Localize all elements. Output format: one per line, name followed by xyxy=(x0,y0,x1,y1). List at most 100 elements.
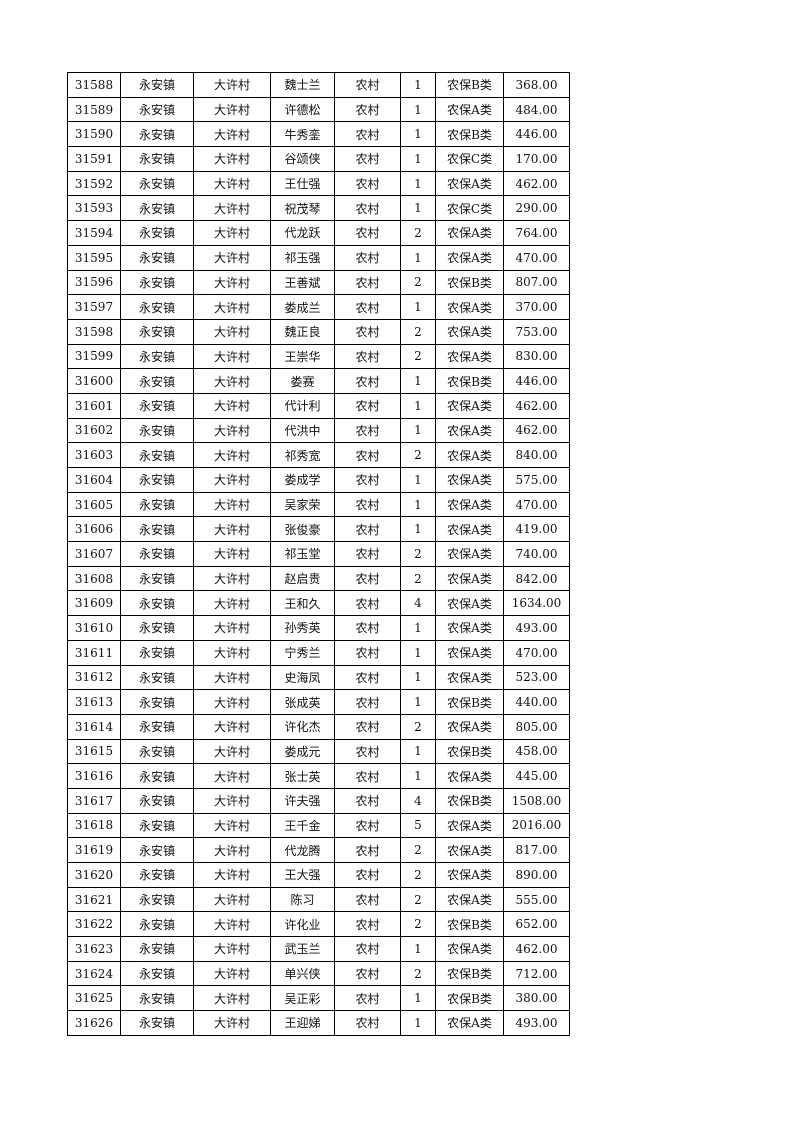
count-cell: 2 xyxy=(400,960,436,987)
count-cell: 2 xyxy=(400,862,436,888)
town-cell: 永安镇 xyxy=(120,541,194,567)
town-cell: 永安镇 xyxy=(120,936,194,962)
village-cell: 大许村 xyxy=(193,467,271,493)
household-type-cell: 农村 xyxy=(334,1010,401,1036)
category-cell: 农保A类 xyxy=(435,442,504,468)
town-cell: 永安镇 xyxy=(120,170,194,197)
town-cell: 永安镇 xyxy=(120,812,194,839)
town-cell: 永安镇 xyxy=(120,368,194,394)
count-cell: 1 xyxy=(400,392,436,419)
table-row: 31605 永安镇 大许村 吴家荣 农村 1 农保A类 470.00 xyxy=(67,491,570,518)
category-cell: 农保A类 xyxy=(435,886,504,913)
amount-cell: 419.00 xyxy=(503,516,570,543)
amount-cell: 462.00 xyxy=(503,170,570,197)
record-id-cell: 31608 xyxy=(67,565,121,592)
household-type-cell: 农村 xyxy=(334,639,401,666)
household-type-cell: 农村 xyxy=(334,738,401,765)
category-cell: 农保A类 xyxy=(435,220,504,246)
town-cell: 永安镇 xyxy=(120,837,194,863)
record-id-cell: 31599 xyxy=(67,343,121,370)
table-row: 31614 永安镇 大许村 许化杰 农村 2 农保A类 805.00 xyxy=(67,713,570,740)
table-row: 31592 永安镇 大许村 王仕强 农村 1 农保A类 462.00 xyxy=(67,170,570,197)
household-type-cell: 农村 xyxy=(334,664,401,691)
amount-cell: 830.00 xyxy=(503,343,570,370)
name-cell: 王善斌 xyxy=(270,269,335,296)
count-cell: 1 xyxy=(400,763,436,789)
table-row: 31591 永安镇 大许村 谷颂侠 农村 1 农保C类 170.00 xyxy=(67,146,570,172)
village-cell: 大许村 xyxy=(193,121,271,148)
name-cell: 祁玉强 xyxy=(270,244,335,271)
amount-cell: 740.00 xyxy=(503,541,570,567)
name-cell: 代龙跃 xyxy=(270,220,335,246)
record-id-cell: 31623 xyxy=(67,936,121,962)
record-id-cell: 31625 xyxy=(67,985,121,1012)
category-cell: 农保A类 xyxy=(435,170,504,197)
name-cell: 祝茂琴 xyxy=(270,195,335,222)
household-type-cell: 农村 xyxy=(334,541,401,567)
name-cell: 娄成学 xyxy=(270,467,335,493)
amount-cell: 2016.00 xyxy=(503,812,570,839)
village-cell: 大许村 xyxy=(193,146,271,172)
town-cell: 永安镇 xyxy=(120,664,194,691)
name-cell: 宁秀兰 xyxy=(270,639,335,666)
name-cell: 张俊豪 xyxy=(270,516,335,543)
town-cell: 永安镇 xyxy=(120,960,194,987)
town-cell: 永安镇 xyxy=(120,318,194,345)
category-cell: 农保A类 xyxy=(435,615,504,641)
amount-cell: 712.00 xyxy=(503,960,570,987)
amount-cell: 368.00 xyxy=(503,72,570,98)
count-cell: 2 xyxy=(400,343,436,370)
table-row: 31617 永安镇 大许村 许夫强 农村 4 农保B类 1508.00 xyxy=(67,787,570,814)
village-cell: 大许村 xyxy=(193,936,271,962)
household-type-cell: 农村 xyxy=(334,960,401,987)
town-cell: 永安镇 xyxy=(120,491,194,518)
category-cell: 农保A类 xyxy=(435,417,504,444)
record-id-cell: 31589 xyxy=(67,96,121,123)
count-cell: 2 xyxy=(400,713,436,740)
village-cell: 大许村 xyxy=(193,318,271,345)
village-cell: 大许村 xyxy=(193,516,271,543)
name-cell: 代计利 xyxy=(270,392,335,419)
village-cell: 大许村 xyxy=(193,886,271,913)
record-id-cell: 31616 xyxy=(67,763,121,789)
count-cell: 2 xyxy=(400,318,436,345)
name-cell: 许夫强 xyxy=(270,787,335,814)
amount-cell: 470.00 xyxy=(503,491,570,518)
village-cell: 大许村 xyxy=(193,590,271,617)
count-cell: 1 xyxy=(400,170,436,197)
table-row: 31600 永安镇 大许村 娄赛 农村 1 农保B类 446.00 xyxy=(67,368,570,394)
amount-cell: 805.00 xyxy=(503,713,570,740)
village-cell: 大许村 xyxy=(193,985,271,1012)
category-cell: 农保A类 xyxy=(435,491,504,518)
record-id-cell: 31606 xyxy=(67,516,121,543)
count-cell: 1 xyxy=(400,368,436,394)
village-cell: 大许村 xyxy=(193,664,271,691)
village-cell: 大许村 xyxy=(193,812,271,839)
category-cell: 农保B类 xyxy=(435,738,504,765)
town-cell: 永安镇 xyxy=(120,516,194,543)
category-cell: 农保B类 xyxy=(435,787,504,814)
town-cell: 永安镇 xyxy=(120,392,194,419)
name-cell: 孙秀英 xyxy=(270,615,335,641)
amount-cell: 890.00 xyxy=(503,862,570,888)
household-type-cell: 农村 xyxy=(334,615,401,641)
record-id-cell: 31600 xyxy=(67,368,121,394)
village-cell: 大许村 xyxy=(193,72,271,98)
household-type-cell: 农村 xyxy=(334,343,401,370)
record-id-cell: 31592 xyxy=(67,170,121,197)
household-type-cell: 农村 xyxy=(334,936,401,962)
town-cell: 永安镇 xyxy=(120,417,194,444)
town-cell: 永安镇 xyxy=(120,1010,194,1036)
village-cell: 大许村 xyxy=(193,170,271,197)
table-row: 31608 永安镇 大许村 赵启贵 农村 2 农保A类 842.00 xyxy=(67,565,570,592)
category-cell: 农保A类 xyxy=(435,343,504,370)
category-cell: 农保A类 xyxy=(435,639,504,666)
category-cell: 农保A类 xyxy=(435,96,504,123)
category-cell: 农保A类 xyxy=(435,862,504,888)
amount-cell: 1634.00 xyxy=(503,590,570,617)
amount-cell: 470.00 xyxy=(503,244,570,271)
count-cell: 1 xyxy=(400,738,436,765)
count-cell: 1 xyxy=(400,146,436,172)
amount-cell: 807.00 xyxy=(503,269,570,296)
count-cell: 1 xyxy=(400,1010,436,1036)
